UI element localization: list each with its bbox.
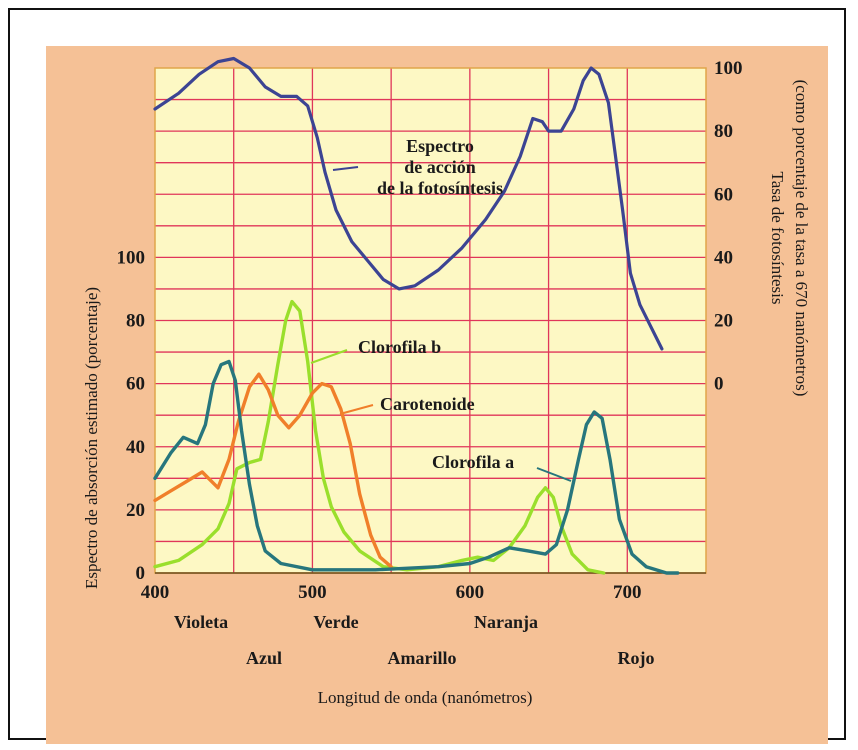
- x-tick-label: 700: [613, 582, 642, 603]
- tick-labels: 400 500 600 700 0 20 40 60 80 100 0 20 40 60 80 100: [117, 58, 743, 603]
- right-y-axis-label-line2: (como porcentaje de la tasa a 670 nanóme…: [792, 80, 811, 397]
- left-y-tick-label: 40: [126, 437, 145, 458]
- color-label-verde: Verde: [313, 612, 358, 632]
- series-label: de acción: [404, 157, 476, 177]
- right-y-axis-label-line1: Tasa de fotosíntesis: [768, 172, 787, 305]
- series-label-leader: [332, 166, 359, 171]
- series-line-clorofila-b: [153, 299, 606, 575]
- x-axis-label: Longitud de onda (nanómetros): [318, 688, 533, 707]
- right-y-tick-label: 100: [714, 58, 743, 79]
- series-line-clorofila-a: [153, 359, 680, 575]
- color-label-naranja: Naranja: [474, 612, 538, 632]
- left-y-tick-label: 100: [117, 247, 146, 268]
- series-label: Espectro: [406, 136, 474, 156]
- color-label-rojo: Rojo: [618, 648, 655, 668]
- series-label-leader: [536, 467, 572, 482]
- x-tick-label: 500: [298, 582, 327, 603]
- left-y-tick-label: 80: [126, 311, 145, 332]
- right-y-tick-label: 0: [714, 374, 724, 395]
- left-y-tick-label: 60: [126, 374, 145, 395]
- right-y-tick-label: 80: [714, 121, 733, 142]
- left-y-tick-label: 20: [126, 500, 145, 521]
- series-label: Clorofila a: [432, 452, 514, 472]
- x-tick-label: 400: [141, 582, 170, 603]
- series-label-leader: [339, 404, 374, 415]
- series-line-espectro-de-accion-de-la-fotosintesis: [153, 56, 664, 351]
- color-band-labels: Violeta Azul Verde Amarillo Naranja Rojo: [174, 612, 655, 668]
- color-label-amarillo: Amarillo: [388, 648, 457, 668]
- series-label-leader: [310, 349, 348, 364]
- color-label-violeta: Violeta: [174, 612, 228, 632]
- series-label: de la fotosíntesis: [377, 178, 503, 198]
- right-y-tick-label: 60: [714, 184, 733, 205]
- x-tick-label: 600: [456, 582, 485, 603]
- right-y-tick-label: 20: [714, 311, 733, 332]
- left-y-axis-label: Espectro de absorción estimado (porcenta…: [82, 287, 101, 589]
- right-y-tick-label: 40: [714, 247, 733, 268]
- color-label-azul: Azul: [246, 648, 282, 668]
- series-label: Clorofila b: [358, 337, 441, 357]
- series-line-carotenoide: [153, 372, 393, 569]
- left-y-tick-label: 0: [136, 563, 146, 584]
- series-label: Carotenoide: [380, 394, 475, 414]
- plot-frame: [154, 67, 707, 574]
- series-lines: [153, 56, 680, 575]
